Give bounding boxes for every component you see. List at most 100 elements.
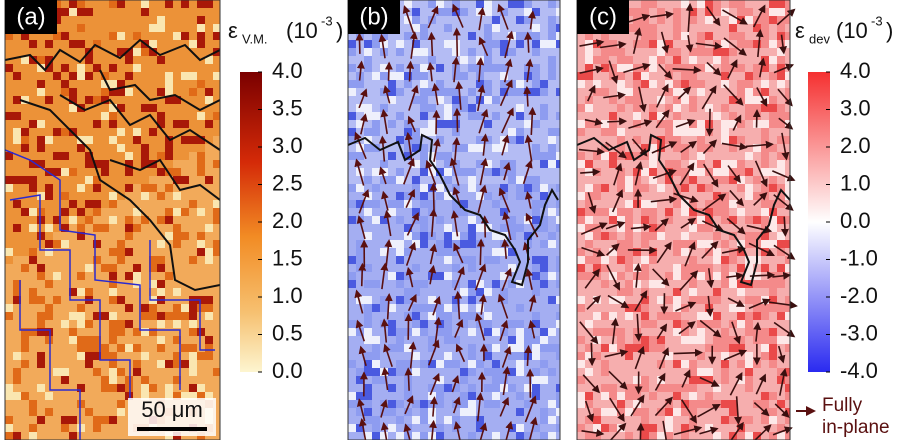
map-cell <box>205 40 213 48</box>
map-cell <box>37 232 45 240</box>
map-cell <box>37 184 45 192</box>
map-cell <box>444 144 452 152</box>
map-cell <box>149 104 157 112</box>
map-cell <box>364 80 372 88</box>
map-cell <box>173 216 181 224</box>
map-cell <box>53 64 61 72</box>
map-cell <box>737 160 745 168</box>
map-cell <box>404 40 412 48</box>
map-cell <box>625 360 633 368</box>
map-cell <box>556 152 560 160</box>
map-cell <box>516 424 524 432</box>
map-cell <box>673 360 681 368</box>
map-cell <box>181 312 189 320</box>
map-cell <box>468 384 476 392</box>
map-cell <box>468 40 476 48</box>
map-cell <box>705 400 713 408</box>
map-cell <box>388 320 396 328</box>
map-cell <box>516 192 524 200</box>
map-cell <box>53 416 61 424</box>
map-cell <box>69 304 77 312</box>
map-cell <box>673 400 681 408</box>
map-cell <box>593 48 601 56</box>
map-cell <box>641 424 649 432</box>
map-cell <box>29 120 37 128</box>
map-cell <box>585 176 593 184</box>
map-cell <box>5 400 13 408</box>
map-cell <box>508 192 516 200</box>
map-cell <box>769 104 777 112</box>
map-cell <box>213 224 220 232</box>
map-cell <box>101 0 109 8</box>
map-cell <box>593 72 601 80</box>
map-cell <box>729 136 737 144</box>
map-cell <box>609 384 617 392</box>
map-cell <box>29 200 37 208</box>
map-cell <box>649 304 657 312</box>
map-cell <box>372 304 380 312</box>
map-cell <box>420 112 428 120</box>
map-cell <box>133 376 141 384</box>
map-cell <box>141 120 149 128</box>
map-cell <box>436 352 444 360</box>
map-cell <box>412 168 420 176</box>
map-cell <box>53 432 61 440</box>
map-cell <box>37 256 45 264</box>
map-cell <box>149 184 157 192</box>
map-cell <box>649 320 657 328</box>
map-cell <box>697 400 705 408</box>
map-cell <box>5 168 13 176</box>
map-cell <box>601 240 609 248</box>
map-cell <box>673 224 681 232</box>
map-cell <box>37 280 45 288</box>
map-cell <box>133 272 141 280</box>
map-cell <box>484 120 492 128</box>
map-cell <box>348 400 356 408</box>
map-cell <box>189 144 197 152</box>
map-cell <box>428 192 436 200</box>
map-cell <box>500 0 508 8</box>
map-cell <box>540 144 548 152</box>
map-cell <box>428 200 436 208</box>
map-cell <box>705 368 713 376</box>
map-cell <box>93 72 101 80</box>
map-cell <box>617 288 625 296</box>
map-cell <box>713 312 721 320</box>
map-cell <box>101 200 109 208</box>
map-cell <box>412 136 420 144</box>
map-cell <box>460 424 468 432</box>
map-cell <box>364 376 372 384</box>
map-cell <box>468 200 476 208</box>
map-cell <box>745 24 753 32</box>
map-cell <box>785 432 790 440</box>
map-cell <box>213 168 220 176</box>
map-cell <box>181 328 189 336</box>
map-cell <box>468 8 476 16</box>
map-cell <box>364 392 372 400</box>
map-cell <box>769 280 777 288</box>
map-cell <box>697 312 705 320</box>
map-cell <box>93 144 101 152</box>
map-cell <box>364 96 372 104</box>
map-cell <box>761 368 769 376</box>
map-cell <box>53 352 61 360</box>
map-cell <box>761 208 769 216</box>
strain-arrow <box>527 88 528 107</box>
map-cell <box>181 104 189 112</box>
map-cell <box>61 392 69 400</box>
map-cell <box>468 344 476 352</box>
map-cell <box>697 328 705 336</box>
map-cell <box>348 416 356 424</box>
map-cell <box>657 128 665 136</box>
map-cell <box>625 336 633 344</box>
map-cell <box>689 80 697 88</box>
map-cell <box>625 48 633 56</box>
map-cell <box>556 256 560 264</box>
map-cell <box>189 64 197 72</box>
map-cell <box>21 160 29 168</box>
map-cell <box>785 24 790 32</box>
map-cell <box>29 80 37 88</box>
map-cell <box>364 144 372 152</box>
map-cell <box>556 432 560 440</box>
map-cell <box>721 336 729 344</box>
